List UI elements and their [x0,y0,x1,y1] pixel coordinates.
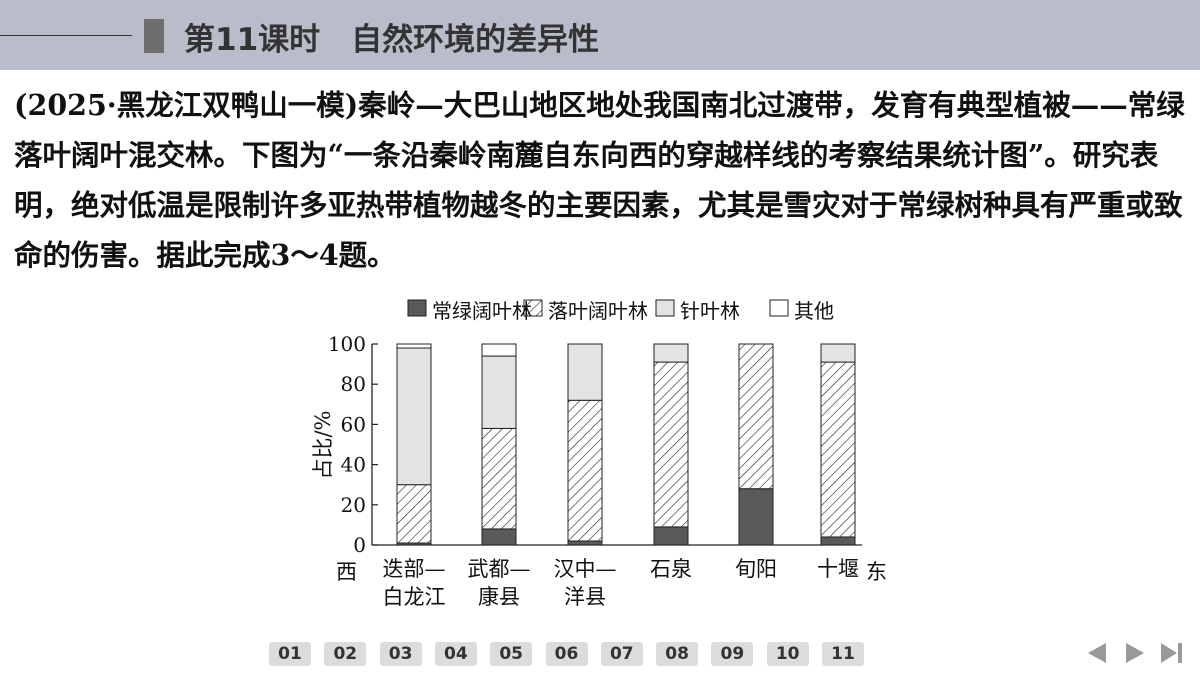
x-tick-label: 石泉 [650,557,692,581]
y-tick-label: 20 [341,493,366,517]
y-axis-label: 占比/% [311,410,335,479]
nav-button[interactable]: 08 [656,642,699,666]
legend-swatch [655,299,675,317]
nav-button[interactable]: 07 [600,642,643,666]
bar-segment [567,540,603,546]
legend-swatch [523,299,543,317]
legend-label: 常绿阔叶林 [432,299,532,323]
bar-segment [653,361,689,528]
next-arrow[interactable] [1126,643,1144,663]
last-arrow-bar[interactable] [1178,643,1182,663]
x-tick-label: 迭部—白龙江 [382,557,446,609]
x-end-label: 东 [866,560,887,584]
nav-button[interactable]: 01 [269,642,311,666]
y-tick-label: 80 [341,372,366,396]
legend-swatch [407,299,427,317]
nav-button[interactable]: 11 [822,642,864,666]
bar-segment [481,355,517,429]
question-text: (2025·黑龙江双鸭山一模)秦岭—大巴山地区地处我国南北过渡带，发育有典型植被… [14,88,1185,272]
nav-button[interactable]: 06 [545,642,588,666]
bar-segment [820,536,856,546]
bar-segment [396,484,432,544]
bar-segment [820,343,856,363]
legend-label: 落叶阔叶林 [548,299,648,323]
nav-arrows[interactable] [1088,643,1182,663]
bar-segment [481,528,517,546]
legend-label: 针叶林 [680,299,740,323]
bar-segment [653,526,689,546]
x-tick-label: 旬阳 [735,557,777,581]
legend-swatch [769,299,789,317]
y-tick-label: 60 [341,412,366,436]
legend-label: 其他 [794,299,834,323]
nav-button[interactable]: 09 [711,642,754,666]
bar-segment [820,361,856,538]
bar-segment [481,343,517,357]
y-tick-label: 0 [353,533,366,557]
header-bar [0,0,1200,70]
bar-segment [653,343,689,363]
nav-button[interactable]: 10 [766,642,809,666]
bar-segment [567,343,603,401]
x-tick-label: 十堰 [817,557,859,581]
y-tick-label: 100 [328,332,366,356]
y-tick-label: 40 [341,453,366,477]
header-title: 第11课时 自然环境的差异性 [184,22,600,58]
nav-button[interactable]: 04 [434,642,477,666]
last-arrow[interactable] [1161,643,1177,663]
header-line [0,35,132,36]
header-marker [144,19,164,53]
x-start-label: 西 [336,560,357,584]
bar-segment [738,488,774,546]
bar-segment [396,343,432,349]
nav-button[interactable]: 03 [379,642,422,666]
nav-button[interactable]: 02 [324,642,367,666]
prev-arrow[interactable] [1088,643,1106,663]
bar-segment [738,343,774,490]
bar-segment [396,347,432,486]
x-tick-label: 汉中—洋县 [553,557,617,609]
x-tick-label: 武都—康县 [467,557,531,609]
bar-segment [481,427,517,530]
nav-button[interactable]: 05 [490,642,533,666]
bar-segment [567,399,603,542]
